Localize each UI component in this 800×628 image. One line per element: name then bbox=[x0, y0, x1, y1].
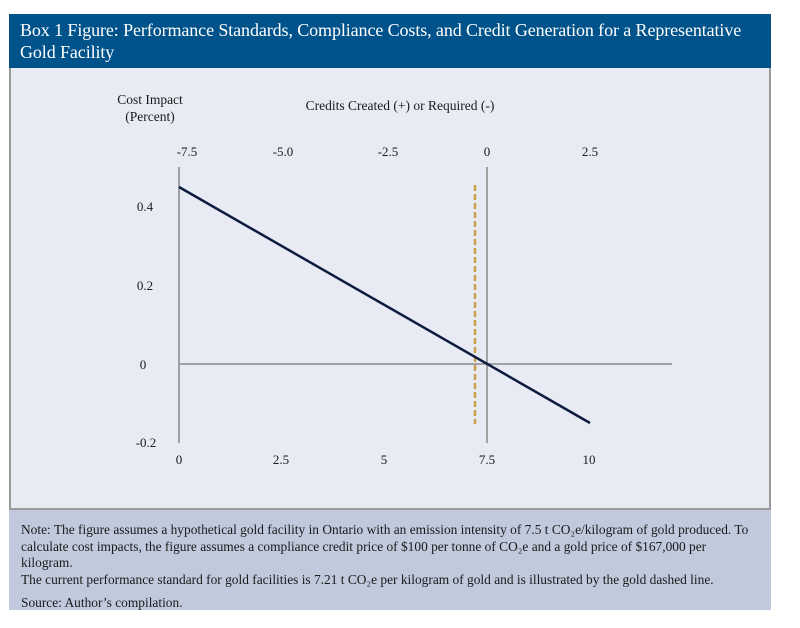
top-tick: 0 bbox=[484, 144, 491, 159]
chart-panel: Cost Impact (Percent) Credits Created (+… bbox=[9, 68, 771, 510]
bottom-tick: 2.5 bbox=[273, 452, 289, 467]
cost-impact-line bbox=[178, 185, 591, 425]
note-text-line-1: Note: The figure assumes a hypothetical … bbox=[21, 522, 749, 537]
y-tick: 0 bbox=[140, 357, 147, 372]
bottom-x-axis-ticks: 0 2.5 5 7.5 10 bbox=[176, 452, 596, 467]
bottom-tick: 10 bbox=[583, 452, 596, 467]
y-axis-title-line-1: Cost Impact bbox=[117, 92, 183, 107]
top-tick: 2.5 bbox=[582, 144, 598, 159]
y-axis-ticks: 0.4 0.2 0 -0.2 bbox=[136, 199, 157, 450]
y-axis-title-line-2: (Percent) bbox=[125, 109, 174, 124]
figure-title-line-1: Box 1 Figure: Performance Standards, Com… bbox=[20, 20, 742, 40]
figure-title-line-2: Gold Facility bbox=[20, 42, 115, 62]
line-chart: Cost Impact (Percent) Credits Created (+… bbox=[117, 92, 672, 467]
source-text: Source: Author’s compilation. bbox=[21, 595, 183, 610]
note-text-line-2: calculate cost impacts, the figure assum… bbox=[21, 538, 707, 571]
y-tick: 0.4 bbox=[137, 199, 154, 214]
bottom-tick: 0 bbox=[176, 452, 183, 467]
bottom-tick: 7.5 bbox=[479, 452, 495, 467]
top-x-axis-title: Credits Created (+) or Required (-) bbox=[306, 98, 495, 113]
top-tick: -2.5 bbox=[378, 144, 399, 159]
figure-header: Box 1 Figure: Performance Standards, Com… bbox=[9, 14, 771, 68]
top-tick: -5.0 bbox=[273, 144, 294, 159]
figure-box: Box 1 Figure: Performance Standards, Com… bbox=[9, 14, 771, 610]
top-x-axis-ticks: -7.5 -5.0 -2.5 0 2.5 bbox=[177, 144, 598, 159]
note-panel: Note: The figure assumes a hypothetical … bbox=[9, 510, 771, 610]
y-tick: -0.2 bbox=[136, 435, 157, 450]
note-text-line-3: The current performance standard for gol… bbox=[21, 571, 714, 587]
y-tick: 0.2 bbox=[137, 278, 153, 293]
top-tick: -7.5 bbox=[177, 144, 198, 159]
bottom-tick: 5 bbox=[381, 452, 388, 467]
